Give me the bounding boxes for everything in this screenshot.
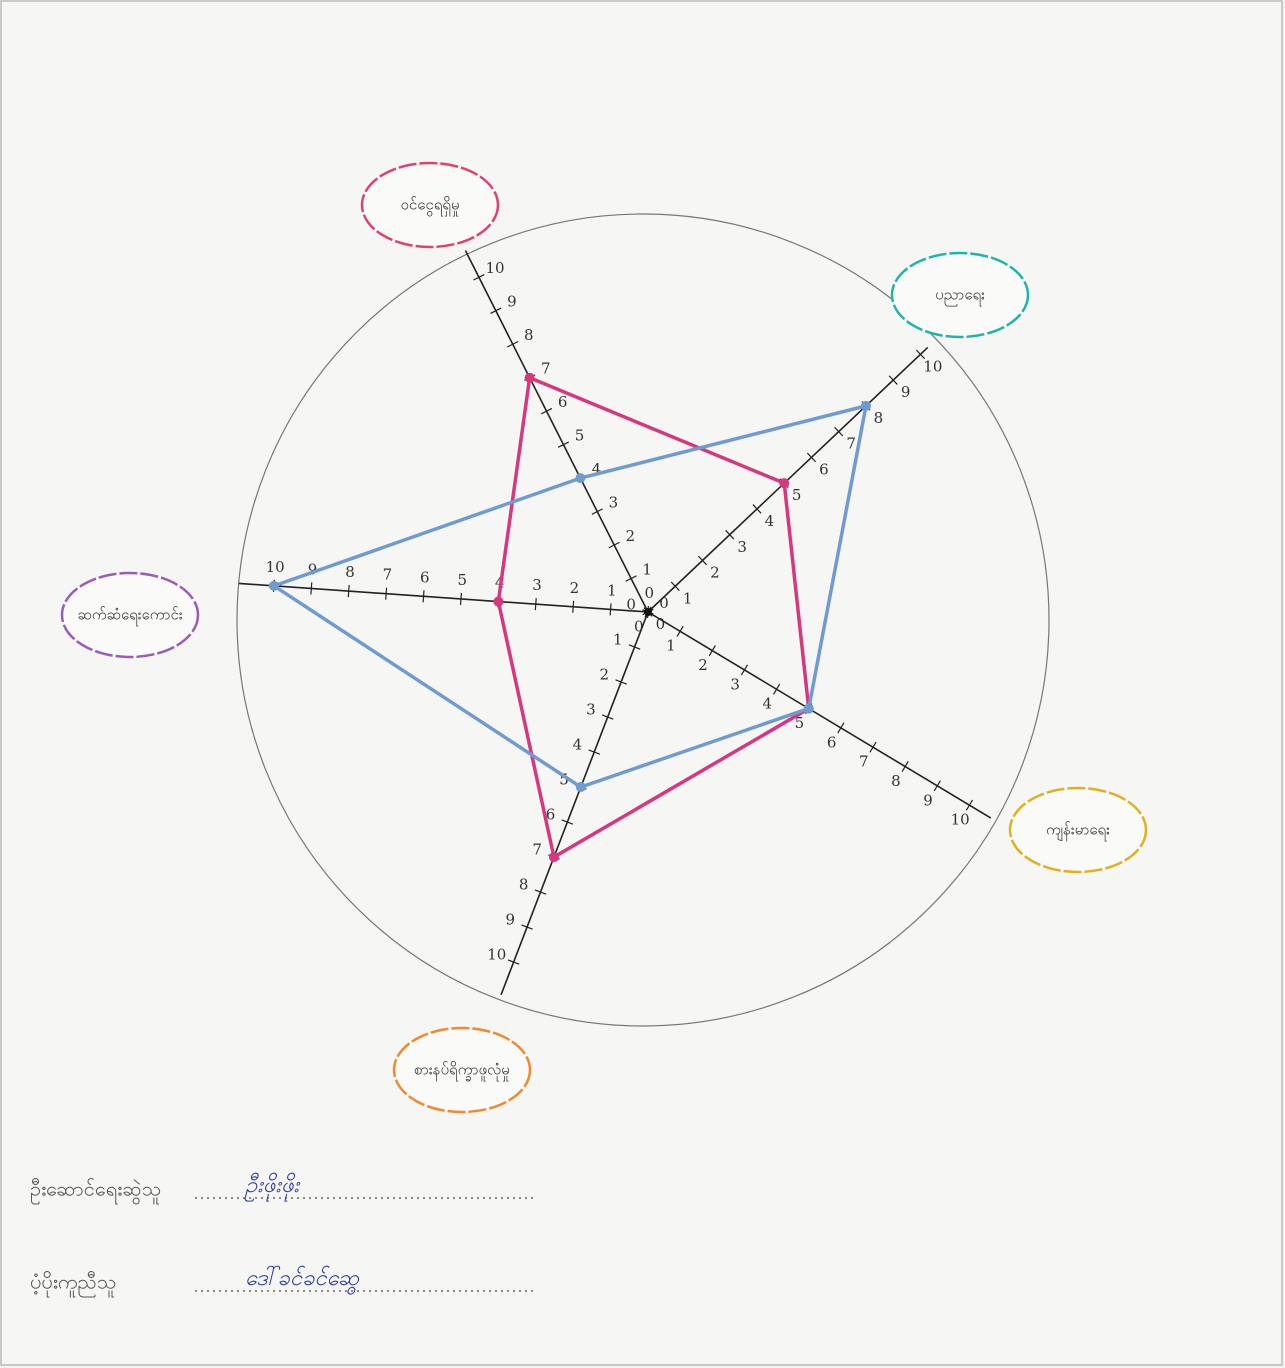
tick-label: 3 [532,576,542,594]
category-label: ပညာရေး [935,286,985,307]
paper [1,1,1282,1365]
tick-label: 3 [730,675,740,693]
category-label: ကျန်းမာရေး [1046,821,1110,842]
tick-label: 8 [519,876,529,894]
series-point [549,852,559,862]
tick-label: 6 [420,568,430,586]
tick-label: 3 [586,701,596,719]
tick-label: 4 [765,512,775,530]
tick-mark [311,582,312,594]
series-point [576,782,586,792]
tick-label: 8 [874,409,884,427]
tick-label: 7 [383,566,393,584]
tick-label: 1 [666,637,676,655]
tick-label: 5 [457,571,467,589]
tick-label: 10 [485,259,504,277]
tick-label: 9 [507,293,517,311]
category-label: စားနပ်ရိက္ခာဖူလုံမှု [414,1061,509,1082]
tick-mark [423,590,424,602]
page: 0123456789100123456789100123456789100123… [0,0,1285,1368]
tick-mark [348,585,349,597]
series-point [269,581,279,591]
series-point [525,373,535,383]
tick-label: 10 [923,357,942,375]
tick-mark [386,588,387,600]
tick-label: 2 [710,564,720,582]
footer-name: ဒေါ်ခင်ခင်ဆွေ [245,1265,360,1295]
tick-label: 1 [642,560,652,578]
tick-label: 2 [625,527,635,545]
tick-label: 1 [683,589,693,607]
series-point [575,473,585,483]
category-label: ဝင်ငွေရရှိမှု [400,196,459,217]
tick-label: 2 [600,666,610,684]
tick-label: 6 [827,733,837,751]
series-point [804,704,814,714]
tick-label: 9 [901,383,911,401]
tick-mark [461,593,462,605]
tick-label: 8 [524,326,534,344]
tick-label: 7 [846,435,856,453]
tick-label: 4 [763,695,773,713]
tick-label: 5 [792,486,802,504]
series-point [493,597,503,607]
tick-label: 10 [266,558,285,576]
tick-label: 0 [644,584,654,602]
center-dot [644,608,652,616]
tick-label: 8 [891,772,901,790]
tick-label: 7 [532,841,542,859]
tick-label: 5 [575,427,585,445]
tick-label: 2 [570,579,580,597]
tick-mark [610,603,611,615]
tick-mark [535,598,536,610]
tick-label: 2 [698,656,708,674]
footer-label: ပံ့ပိုးကူညီသူ [30,1270,116,1298]
tick-label: 7 [541,360,551,378]
series-point [861,401,871,411]
tick-label: 10 [951,811,970,829]
tick-label: 7 [859,753,869,771]
series-point [779,478,789,488]
tick-label: 8 [345,563,355,581]
tick-label: 3 [737,538,747,556]
tick-label: 1 [613,631,623,649]
tick-label: 9 [923,791,933,809]
tick-label: 6 [558,393,568,411]
footer-label: ဦးဆောင်ရေးဆွဲသူ [30,1177,161,1205]
tick-label: 3 [609,493,619,511]
tick-label: 4 [573,736,583,754]
footer-name: ဦးဖိုးဖိုး [244,1172,301,1202]
tick-label: 10 [487,946,506,964]
tick-label: 9 [505,911,515,929]
tick-mark [573,601,574,613]
category-label: ဆက်ဆံရေးကောင်း [77,606,183,627]
tick-label: 6 [819,460,829,478]
tick-label: 1 [607,581,617,599]
